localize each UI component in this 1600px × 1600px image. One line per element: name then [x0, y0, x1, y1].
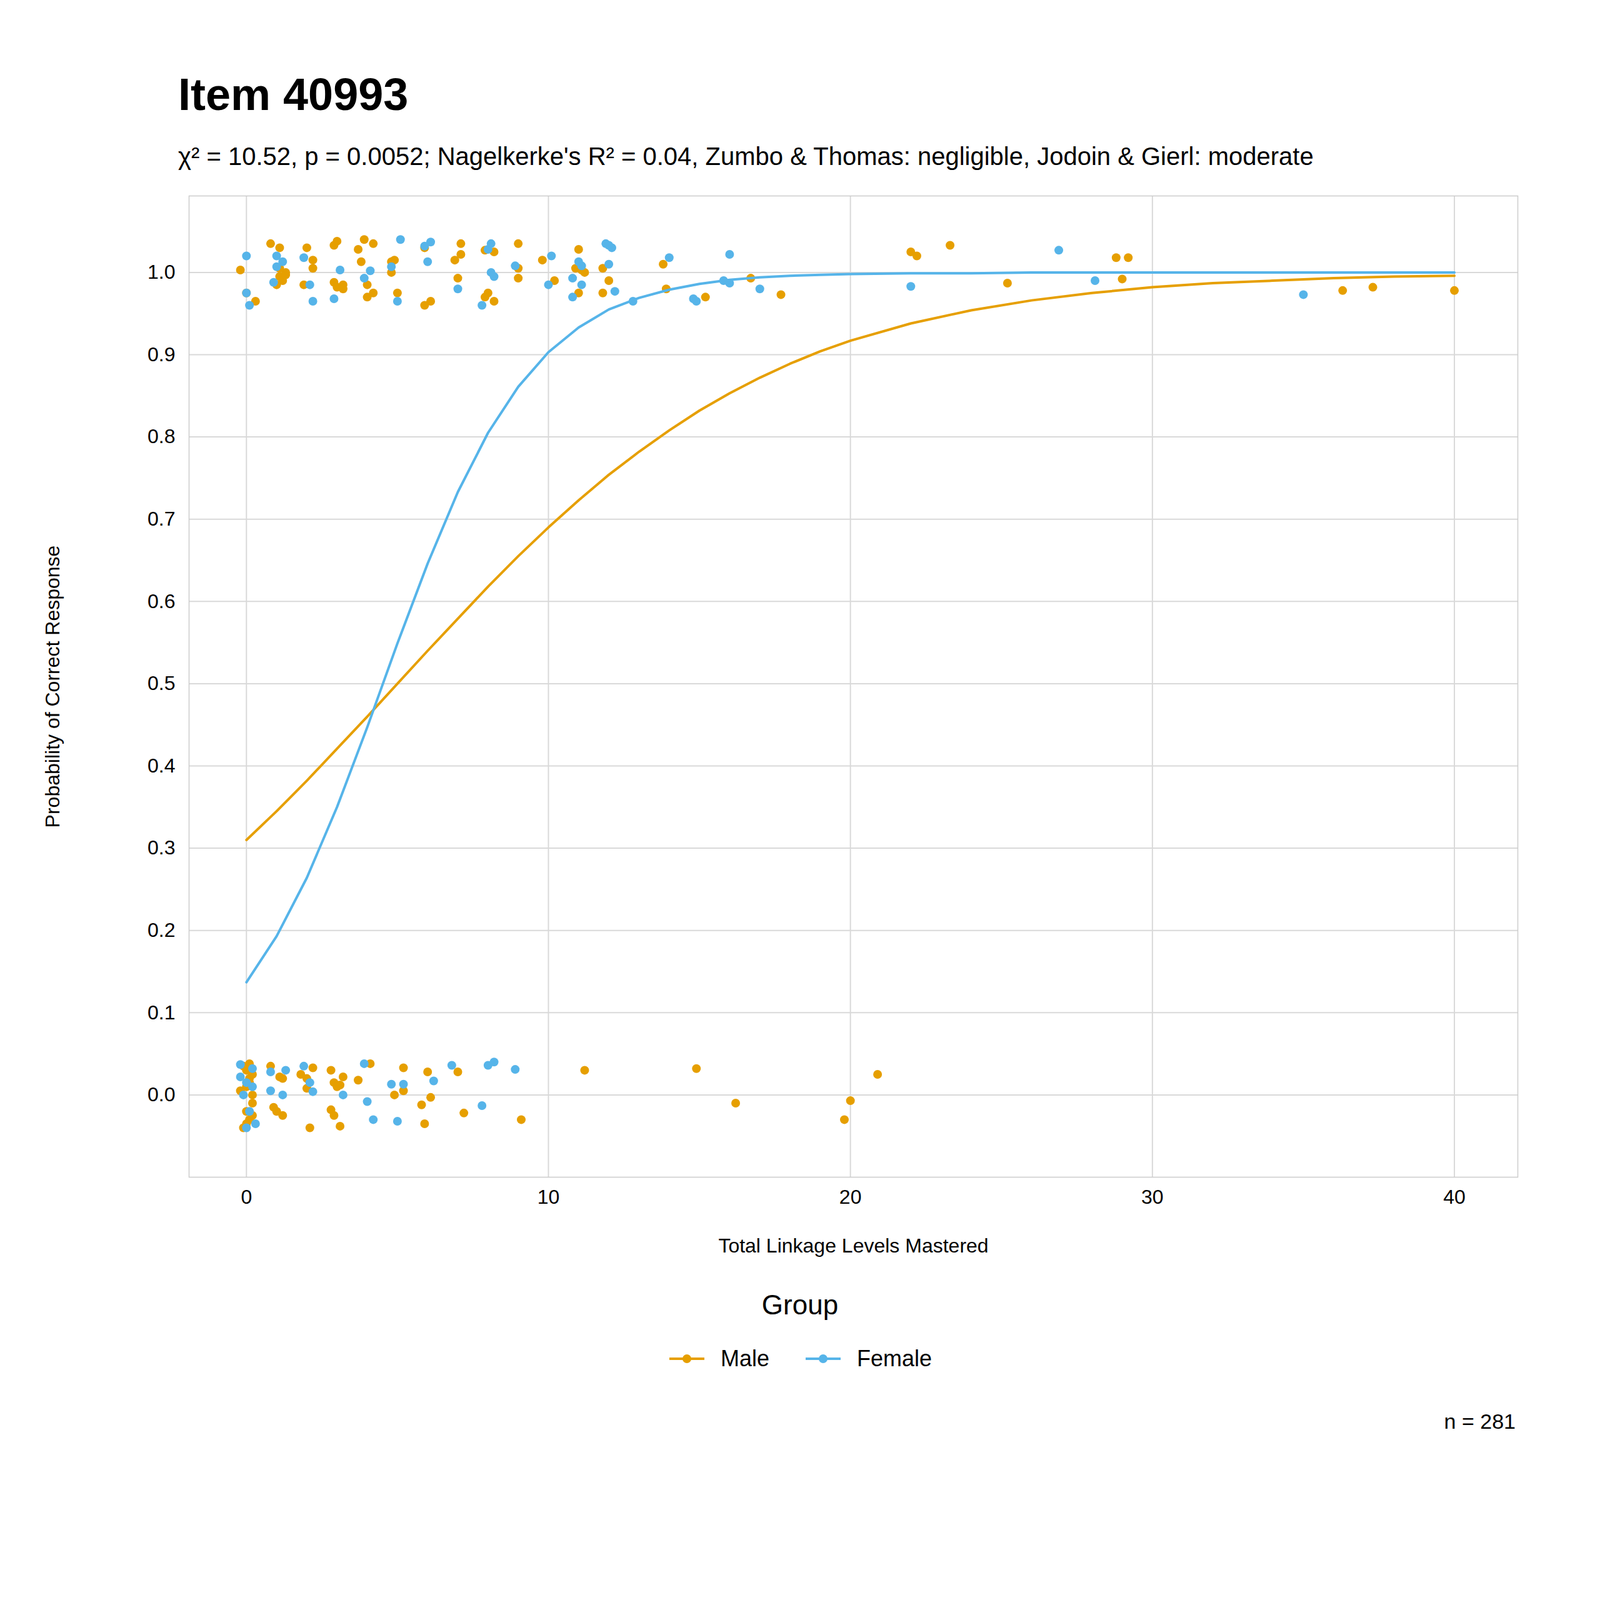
svg-text:0.8: 0.8	[147, 425, 175, 448]
svg-text:0.5: 0.5	[147, 671, 175, 695]
svg-text:0.1: 0.1	[147, 1001, 175, 1024]
html-text:χ² = 10.52, p = 0.0052; Nagelk: χ² = 10.52, p = 0.0052; Nagelkerke's R² …	[178, 142, 1314, 170]
svg-text:10: 10	[537, 1185, 560, 1209]
html-text:Female: Female	[856, 1345, 932, 1372]
svg-text:0.3: 0.3	[147, 836, 175, 859]
svg-text:0.7: 0.7	[147, 507, 175, 530]
svg-text:0.6: 0.6	[147, 590, 175, 613]
svg-text:Total Linkage Levels Mastered: Total Linkage Levels Mastered	[718, 1234, 989, 1257]
html-text:n = 281: n = 281	[1444, 1409, 1516, 1434]
svg-text:0.0: 0.0	[147, 1083, 175, 1106]
svg-text:0: 0	[240, 1185, 252, 1209]
html-text:Item 40993: Item 40993	[178, 69, 409, 120]
svg-text:Probability of Correct Respons: Probability of Correct Response	[41, 545, 64, 829]
svg-text:30: 30	[1141, 1185, 1164, 1209]
svg-text:0.9: 0.9	[147, 343, 175, 366]
html-text:Group: Group	[761, 1289, 839, 1320]
html-text:Male: Male	[720, 1345, 770, 1372]
svg-text:1.0: 1.0	[147, 260, 175, 284]
svg-text:0.2: 0.2	[147, 918, 175, 942]
svg-text:40: 40	[1443, 1185, 1466, 1209]
svg-text:0.4: 0.4	[147, 754, 175, 777]
svg-text:20: 20	[839, 1185, 862, 1209]
